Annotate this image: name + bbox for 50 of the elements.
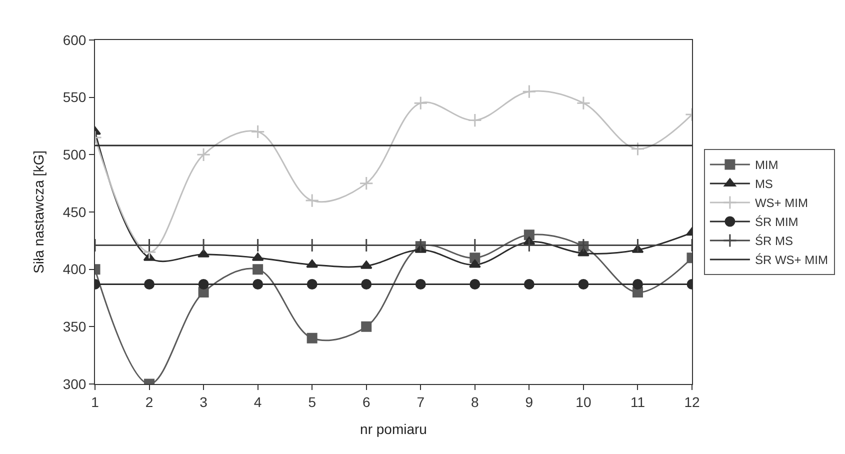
point [576,96,590,110]
legend-label: ŚR MIM [754,215,798,230]
y-tick-label: 550 [62,89,86,106]
legend-label: WS+ MIM [754,196,808,210]
point [415,278,426,290]
x-tick-label: 6 [362,394,370,410]
x-tick-label: 9 [525,394,534,410]
point [414,96,428,110]
point [252,278,264,290]
point [144,278,155,290]
legend-label: ŚR WS+ MIM [754,253,828,268]
legend-label: ŚR MS [754,234,793,248]
legend-label: MS [754,177,773,192]
point [468,113,482,128]
y-tick-label: 300 [62,376,86,392]
y-axis-title: Siła nastawcza [kG] [30,150,46,274]
point [630,142,645,156]
y-tick-label: 350 [62,318,86,335]
y-tick-label: 500 [62,146,86,163]
x-tick-label: 1 [91,394,100,410]
y-tick-label: 450 [62,204,86,220]
x-axis-title: nr pomiaru [360,421,427,438]
x-tick-label: 3 [200,394,208,410]
x-tick-label: 2 [145,394,154,410]
point [306,278,318,290]
point [632,278,643,290]
x-tick-label: 11 [630,394,646,410]
point [522,84,536,99]
y-tick-label: 400 [62,261,86,278]
point [361,321,372,332]
point [359,176,374,190]
point [198,278,209,290]
point [470,278,480,290]
x-tick-label: 8 [471,394,480,410]
x-tick-label: 12 [684,394,700,410]
point [578,278,589,290]
x-tick-label: 4 [254,394,262,410]
x-tick-label: 7 [416,394,425,410]
legend-label: MIM [754,158,778,172]
point [250,124,265,139]
point [252,264,264,275]
y-tick-label: 600 [62,32,86,48]
point [198,249,210,258]
point [524,278,534,290]
x-tick-label: 10 [576,394,592,410]
point [361,278,372,290]
point [305,193,320,208]
point [306,332,318,344]
point [196,148,211,162]
x-tick-label: 5 [308,394,316,410]
